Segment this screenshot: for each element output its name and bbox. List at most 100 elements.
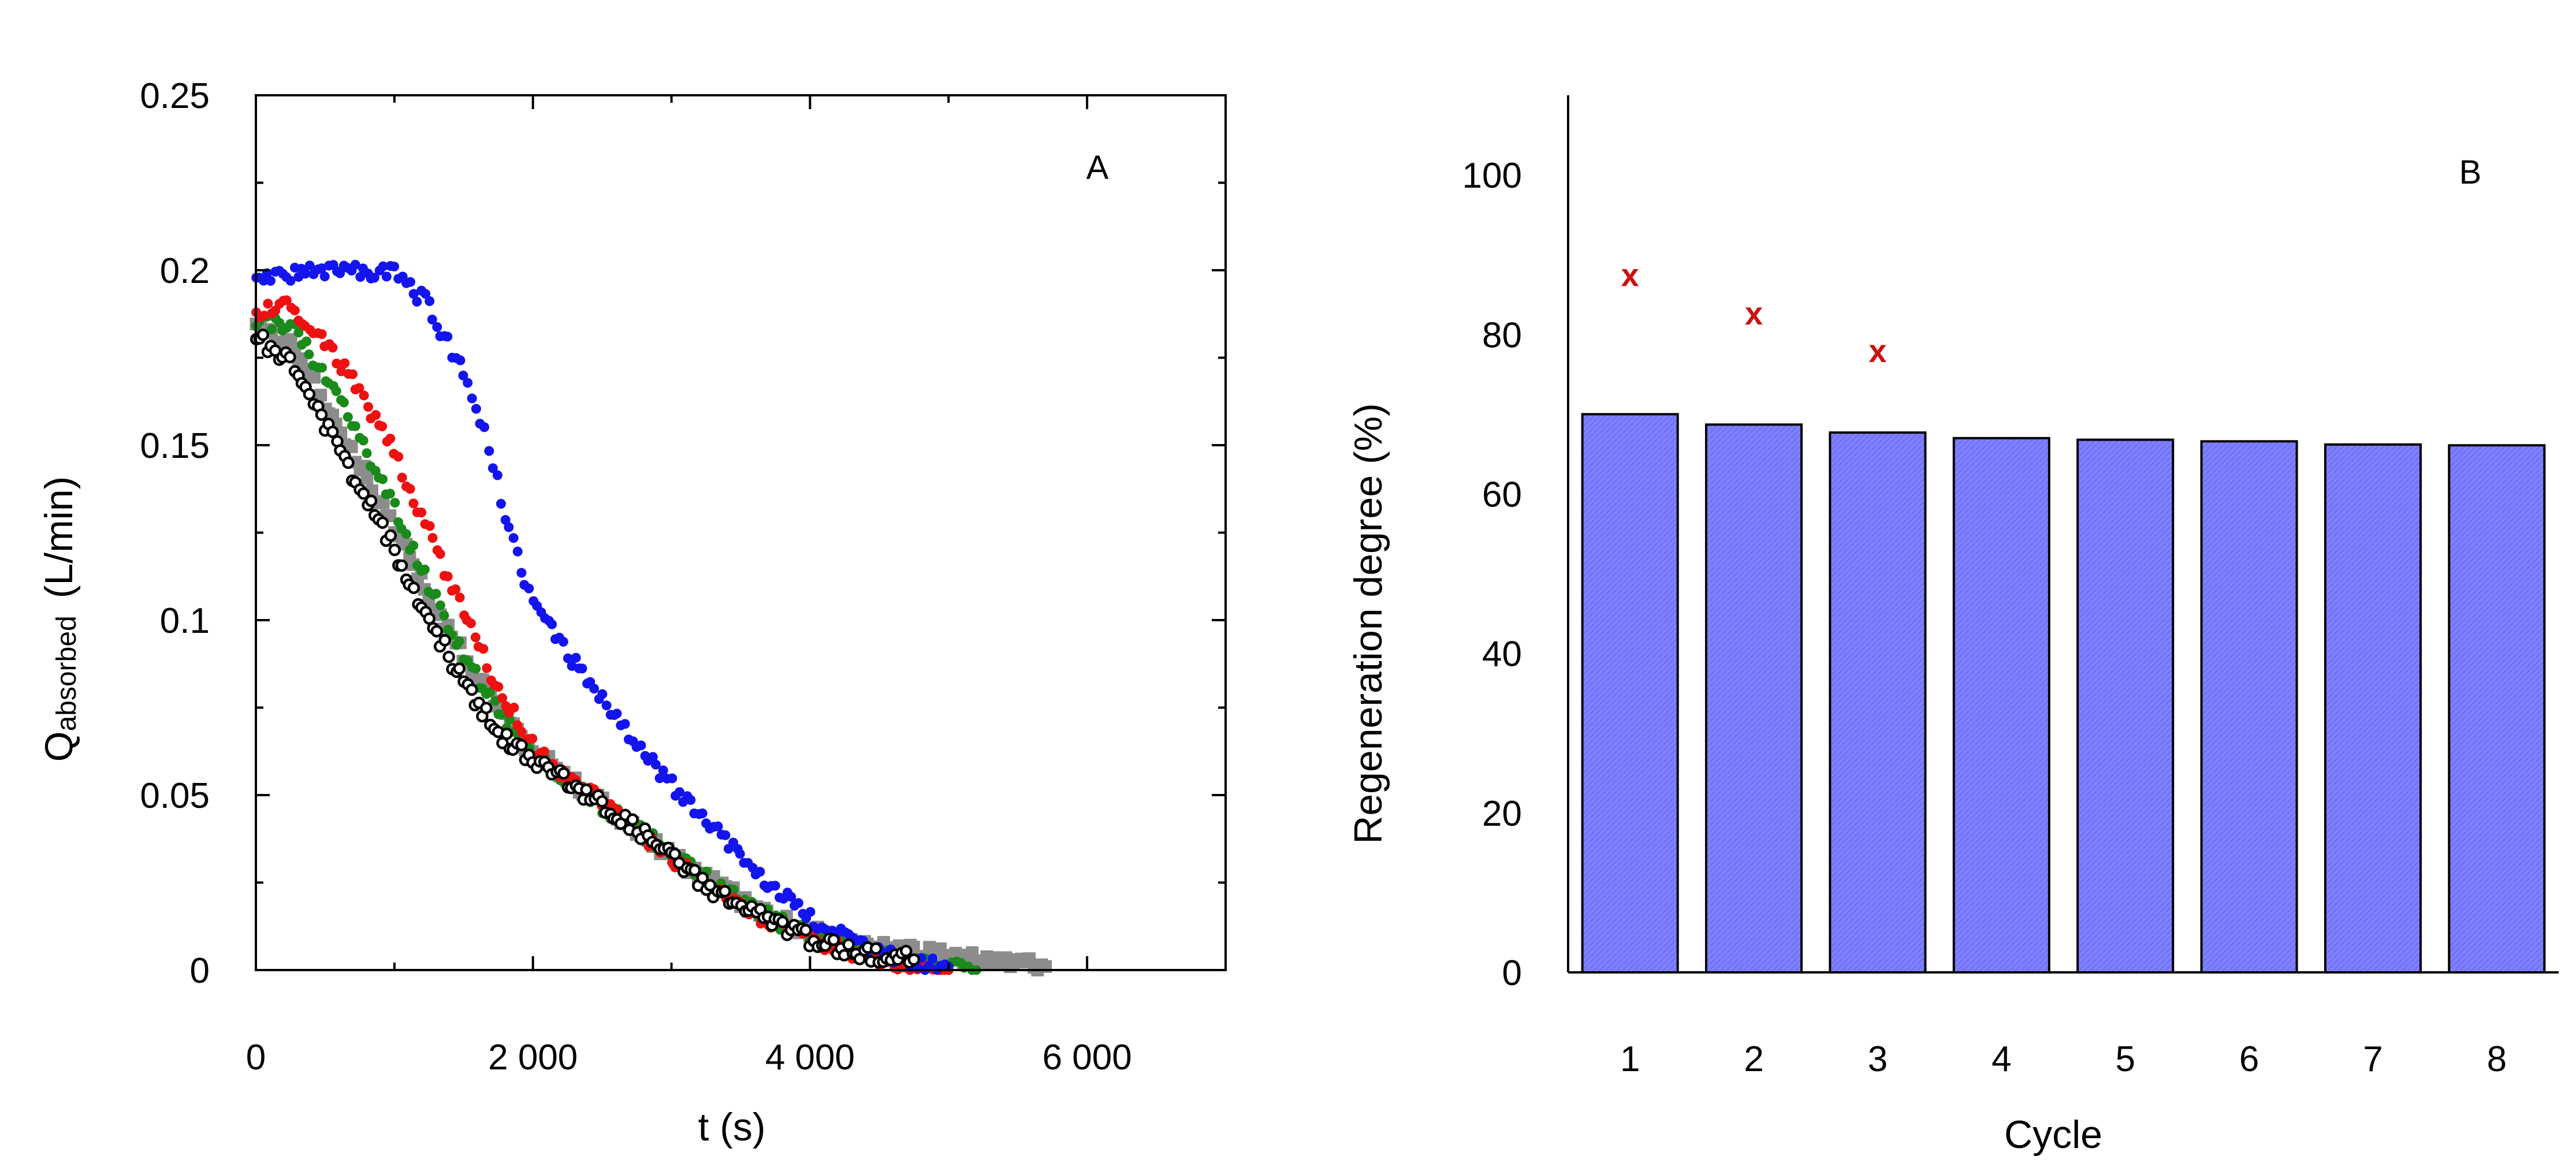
data-point (303, 387, 316, 401)
data-point (654, 773, 665, 784)
panel-a-y-tick-label: 0.25 (140, 76, 210, 116)
data-point (378, 261, 388, 271)
data-point (266, 324, 277, 334)
data-point (900, 945, 913, 957)
panel-b-x-tick-label: 5 (2115, 1039, 2135, 1079)
panel-a-x-tick-label: 6 000 (1043, 1038, 1132, 1077)
data-point (524, 583, 534, 594)
data-point (427, 314, 437, 325)
data-point (516, 726, 527, 737)
bar-cycle-5 (2076, 438, 2175, 974)
data-point (492, 470, 502, 480)
data-point (563, 653, 573, 663)
data-point (442, 650, 455, 663)
data-point (360, 472, 374, 485)
data-point (479, 422, 490, 432)
panel-b-x-tick-label: 3 (1868, 1039, 1888, 1079)
data-point (430, 625, 444, 637)
data-point (435, 549, 445, 559)
data-point (454, 636, 464, 646)
data-point (439, 610, 449, 621)
data-point (463, 378, 473, 388)
data-point (355, 272, 366, 282)
data-point (263, 299, 273, 309)
panel-b-y-tick-label: 20 (1482, 794, 1522, 834)
data-point (484, 446, 494, 456)
data-point (342, 456, 355, 469)
data-point (304, 349, 314, 360)
data-point (735, 849, 745, 859)
data-point (408, 289, 419, 299)
data-point (345, 440, 358, 453)
data-point (301, 336, 312, 346)
panel-a-x-tick-label: 2 000 (488, 1038, 578, 1077)
data-point (412, 297, 422, 307)
panel-b-y-tick-label: 100 (1462, 156, 1522, 196)
data-point (515, 739, 528, 752)
panel-b-bars (1581, 413, 2546, 974)
data-point (626, 813, 639, 826)
data-point (658, 765, 668, 775)
data-point (799, 924, 812, 937)
data-point (416, 507, 427, 517)
bar-cycle-6 (2200, 440, 2298, 974)
data-point (256, 329, 270, 341)
data-point (350, 421, 360, 431)
bar-cycle-4 (1952, 437, 2050, 974)
panel-a-y-axis-label: Qabsorbed (L/min) (37, 476, 82, 762)
data-point (500, 728, 513, 740)
data-point (317, 329, 327, 340)
data-point (385, 433, 396, 443)
data-point (435, 600, 445, 610)
panel-a-y-tick-label: 0.2 (160, 251, 210, 291)
data-point (512, 546, 523, 557)
data-point (308, 371, 321, 384)
data-point (928, 953, 938, 964)
data-point (451, 584, 461, 595)
panel-a-y-tick-label: 0.05 (140, 776, 210, 816)
bar-cycle-2 (1705, 423, 1803, 974)
panel-a-y-label-unit: (L/min) (37, 476, 81, 599)
data-point (453, 662, 466, 675)
data-point (571, 652, 581, 663)
panel-a-x-tick-label: 0 (246, 1038, 266, 1077)
data-point (381, 271, 392, 282)
data-point (577, 663, 587, 674)
data-point (547, 619, 557, 629)
panel-b-y-tick-label: 40 (1482, 635, 1522, 674)
panel-b-x-axis-label: Cycle (2004, 1113, 2102, 1157)
panel-b-x-tick-label: 1 (1620, 1039, 1640, 1079)
panel-a-y-tick-label: 0.1 (160, 601, 210, 641)
data-point (285, 275, 296, 286)
data-point (719, 885, 731, 898)
data-point (300, 268, 311, 279)
panel-b-y-tick-label: 0 (1502, 953, 1522, 993)
panel-b-y-axis-label: Regeneration degree (%) (1346, 403, 1390, 844)
data-point (377, 496, 390, 509)
data-point (358, 435, 368, 446)
data-point (304, 260, 315, 271)
data-point (504, 522, 514, 532)
data-point (317, 363, 327, 373)
panel-b-x-tick-label: 6 (2239, 1039, 2259, 1079)
panel-b: x x x 0 20 40 60 80 100 1 2 3 4 5 6 7 8 B Cycle Regener… (1346, 95, 2559, 1157)
data-point (509, 702, 519, 713)
panel-b-x-tick-label: 7 (2363, 1039, 2383, 1079)
data-point (427, 533, 438, 543)
data-point (420, 289, 431, 299)
data-point (432, 322, 442, 332)
data-point (793, 898, 803, 908)
data-point (331, 386, 341, 396)
data-point (620, 719, 630, 729)
data-point (363, 402, 374, 412)
data-point (601, 700, 612, 711)
data-point (636, 740, 646, 751)
data-point (755, 867, 765, 877)
data-point (557, 767, 570, 780)
data-point (327, 342, 338, 353)
data-point (390, 498, 400, 508)
data-point (348, 369, 358, 379)
data-point (527, 733, 538, 744)
data-point (425, 521, 435, 531)
